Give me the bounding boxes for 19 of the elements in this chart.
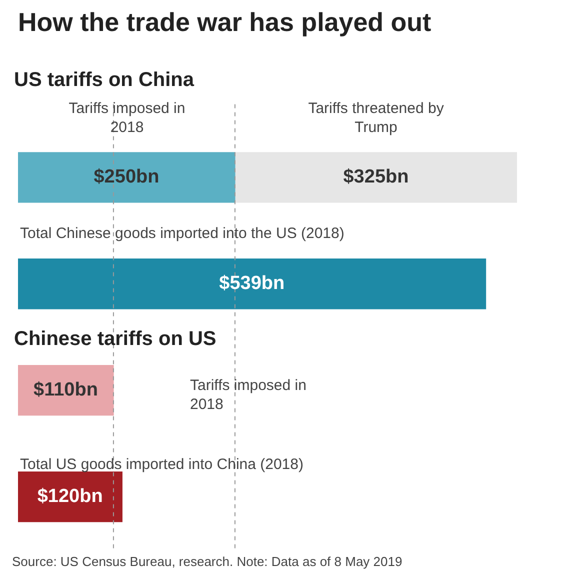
- data-label: $110bn: [34, 380, 98, 401]
- bar: [18, 258, 486, 310]
- annotation: Chinese tariffs on US: [14, 328, 216, 350]
- text: US tariffs on China: [14, 69, 195, 91]
- bar: [18, 471, 122, 522]
- chart-title: How the trade war has played out: [18, 6, 432, 37]
- data-label: $325bn: [343, 166, 409, 188]
- data-label: $250bn: [94, 166, 160, 188]
- annotation: Tariffs imposed in 2018: [68, 100, 186, 136]
- bar: [18, 364, 114, 416]
- annotation: Total Chinese goods imported into the US (2018): [20, 225, 344, 242]
- annotation: Total US goods imported into China (2018): [20, 456, 304, 473]
- annotation: Tariffs threatened by Trump: [308, 100, 444, 136]
- bar: [234, 152, 517, 203]
- annotation: Tariffs imposed in 2018: [190, 377, 306, 413]
- data-label: $539bn: [219, 273, 285, 294]
- source-note: Source: US Census Bureau, research. Note: Data as of 8 May 2019: [12, 554, 402, 569]
- data-label: $120bn: [37, 486, 103, 508]
- bar: [18, 152, 236, 203]
